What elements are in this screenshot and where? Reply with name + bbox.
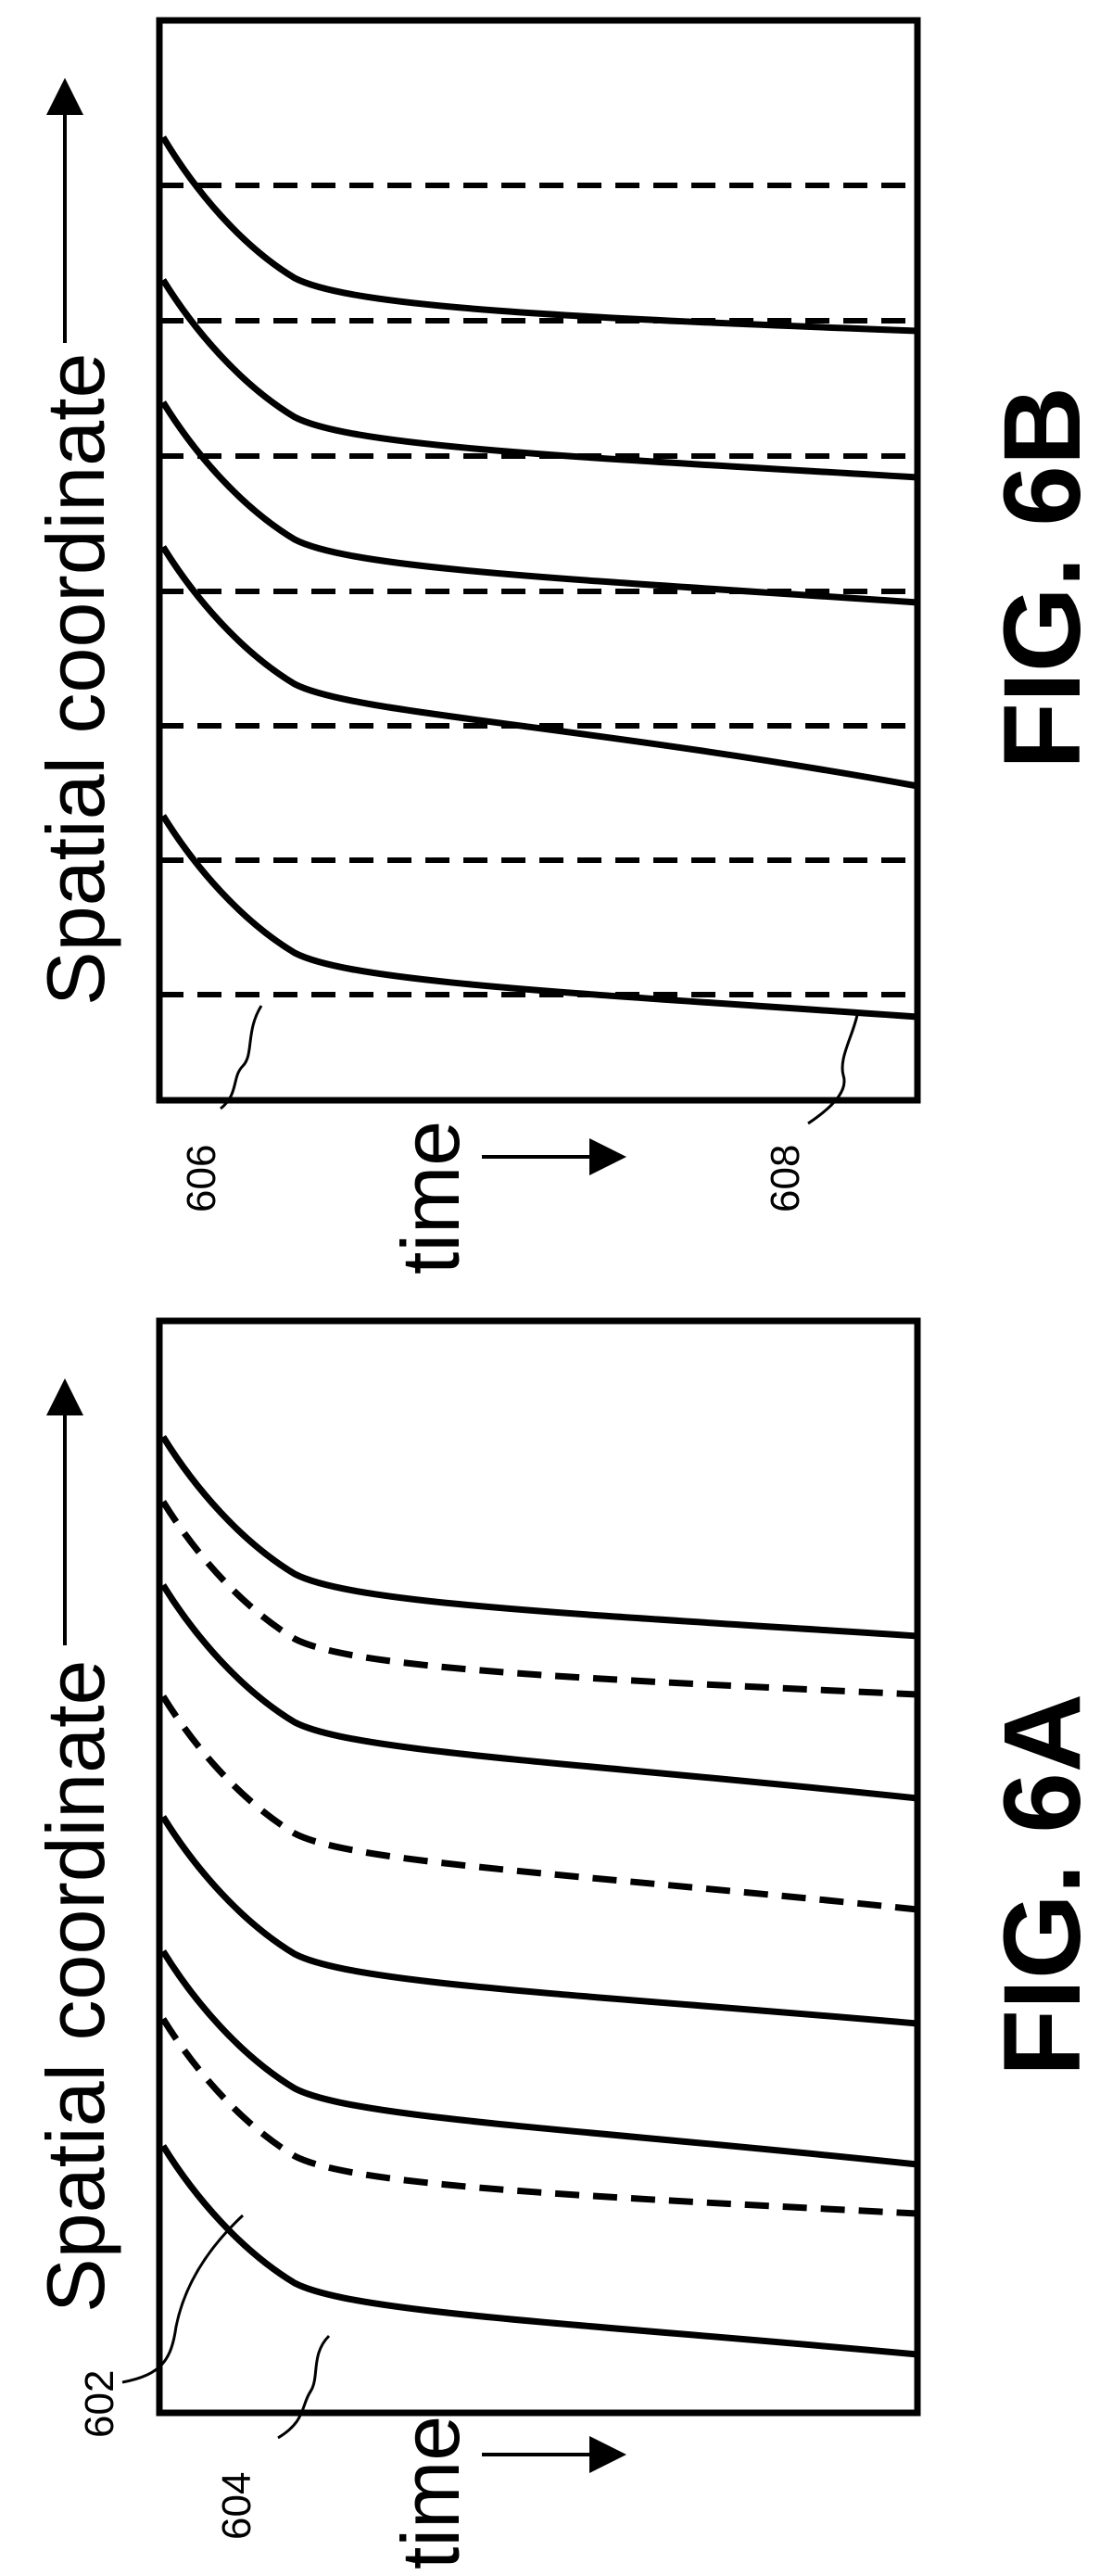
- reference-604: 604: [214, 2334, 331, 2540]
- curve: [160, 2144, 918, 2358]
- reference-numeral: 602: [77, 2370, 122, 2438]
- spatial-coordinate-label: Spatial coordinate: [30, 1660, 121, 2313]
- curve: [160, 1949, 918, 2168]
- curve: [159, 135, 918, 335]
- figure-6b: Spatial coordinate time 606 608 FIG. 6B: [30, 17, 1100, 1275]
- curve: [160, 1694, 918, 1913]
- time-axis-label-6a: time: [385, 2416, 626, 2570]
- curve: [160, 400, 918, 606]
- figure-caption: FIG. 6B: [981, 387, 1100, 769]
- leader-line: [277, 2334, 331, 2440]
- reference-602: 602: [77, 2214, 245, 2438]
- reference-608: 608: [763, 1014, 859, 1212]
- figure-caption: FIG. 6A: [981, 1694, 1100, 2076]
- reference-numeral: 606: [179, 1145, 224, 1212]
- curves-6a: [160, 1435, 918, 2358]
- spatial-axis-label-6b: Spatial coordinate: [30, 78, 121, 1006]
- curve: [160, 545, 918, 790]
- spatial-coordinate-label: Spatial coordinate: [30, 353, 121, 1006]
- leader-line: [220, 1005, 263, 1110]
- curve: [160, 2017, 918, 2217]
- curve: [160, 1435, 918, 1640]
- curve: [160, 814, 918, 1021]
- figure-6a: Spatial coordinate time 602 604 FIG. 6A: [30, 1317, 1100, 2570]
- plot-frame-6a: [156, 1317, 921, 2417]
- time-label: time: [385, 2416, 476, 2570]
- dashed-guides-6b: [159, 183, 917, 997]
- curve: [160, 1815, 918, 2027]
- reference-606: 606: [179, 1005, 263, 1212]
- reference-numeral: 608: [763, 1145, 808, 1212]
- curve: [160, 1500, 918, 1698]
- time-axis-label-6b: time: [385, 1121, 626, 1275]
- leader-line: [121, 2214, 245, 2384]
- curve: [160, 278, 918, 481]
- curve: [160, 1583, 918, 1802]
- reference-numeral: 604: [214, 2472, 259, 2540]
- spatial-axis-label-6a: Spatial coordinate: [30, 1378, 121, 2313]
- plot-frame-6b: [156, 17, 921, 1104]
- solid-curves-6b: [159, 135, 918, 1021]
- time-label: time: [385, 1121, 476, 1275]
- leader-line: [807, 1014, 859, 1125]
